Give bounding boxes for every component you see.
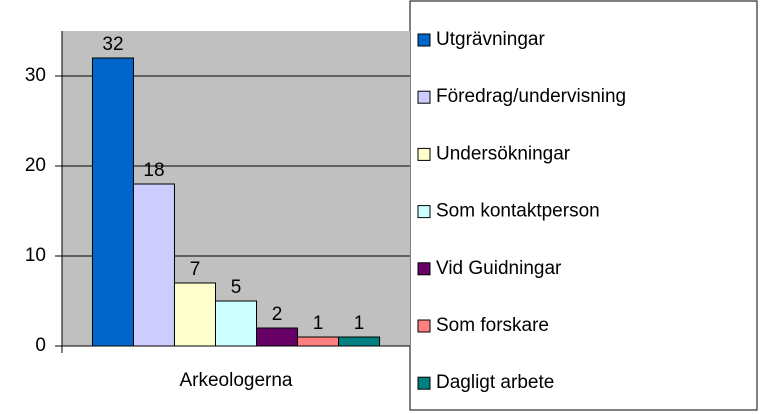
y-tick-label: 30: [25, 65, 46, 86]
data-label: 18: [143, 160, 164, 181]
data-label: 1: [354, 313, 365, 334]
legend-swatch: [417, 147, 431, 161]
legend-swatch: [417, 376, 431, 390]
bar: [132, 183, 175, 347]
data-label: 2: [272, 304, 283, 325]
bar: [214, 300, 258, 347]
x-tick-label: Arkeologerna: [179, 370, 292, 391]
legend-label: Som kontaktperson: [436, 201, 600, 222]
legend-label: Föredrag/undervisning: [436, 86, 626, 107]
legend-swatch: [417, 33, 431, 47]
y-tick-label: 0: [35, 335, 46, 356]
legend-label: Vid Guidningar: [436, 258, 562, 279]
legend-swatch: [417, 90, 431, 104]
data-label: 32: [102, 34, 123, 55]
legend-label: Dagligt arbete: [436, 372, 554, 393]
bar: [173, 282, 216, 347]
legend-swatch: [417, 262, 431, 276]
bar: [338, 336, 381, 347]
legend-label: Som forskare: [436, 315, 549, 336]
bar: [91, 57, 134, 347]
legend-box: [409, 0, 758, 411]
legend-label: Undersökningar: [436, 143, 571, 164]
y-tick-label: 10: [25, 245, 46, 266]
bar: [297, 336, 340, 347]
data-label: 5: [231, 277, 242, 298]
legend-label: Utgrävningar: [436, 29, 545, 50]
legend-swatch: [417, 319, 431, 333]
data-label: 7: [190, 259, 201, 280]
bar: [256, 327, 299, 347]
data-label: 1: [313, 313, 324, 334]
legend-swatch: [417, 205, 431, 219]
y-tick-label: 20: [25, 155, 46, 176]
